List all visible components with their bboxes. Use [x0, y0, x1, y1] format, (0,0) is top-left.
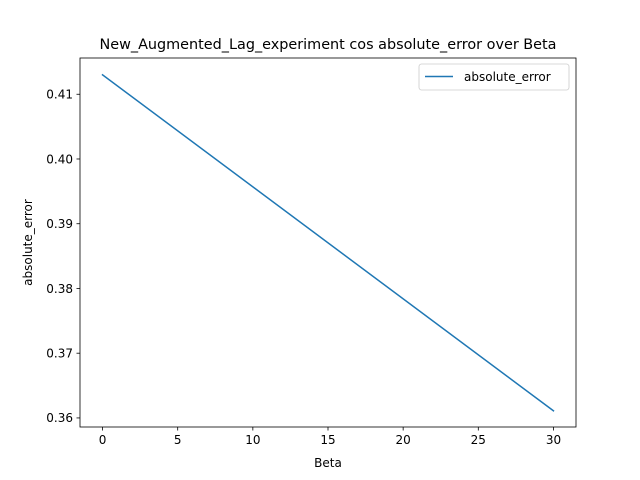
legend-box	[418, 63, 570, 91]
y-tick-label: 0.41	[46, 88, 73, 102]
x-tick-label: 5	[174, 433, 182, 447]
x-tick-label: 15	[320, 433, 335, 447]
x-tick-label: 20	[396, 433, 411, 447]
x-tick-label: 25	[471, 433, 486, 447]
x-axis-ticks: 0 5 10 15 20 25 30	[99, 427, 561, 447]
y-tick-label: 0.40	[46, 152, 73, 166]
legend-label-absolute-error: absolute_error	[464, 70, 551, 84]
series-layer	[101, 73, 555, 412]
y-tick-label: 0.36	[46, 411, 73, 425]
x-tick-label: 10	[245, 433, 260, 447]
y-tick-label: 0.38	[46, 282, 73, 296]
y-axis-ticks: 0.36 0.37 0.38 0.39 0.40 0.41	[46, 88, 80, 425]
chart-title: New_Augmented_Lag_experiment cos absolut…	[99, 37, 556, 53]
legend: absolute_error	[418, 63, 570, 91]
y-tick-label: 0.39	[46, 217, 73, 231]
y-tick-label: 0.37	[46, 347, 73, 361]
series-line-absolute-error	[101, 73, 555, 412]
x-tick-label: 30	[546, 433, 561, 447]
y-axis-label: absolute_error	[21, 199, 35, 286]
plot-frame	[79, 57, 577, 428]
x-tick-label: 0	[99, 433, 107, 447]
x-axis-label: Beta	[314, 456, 342, 470]
